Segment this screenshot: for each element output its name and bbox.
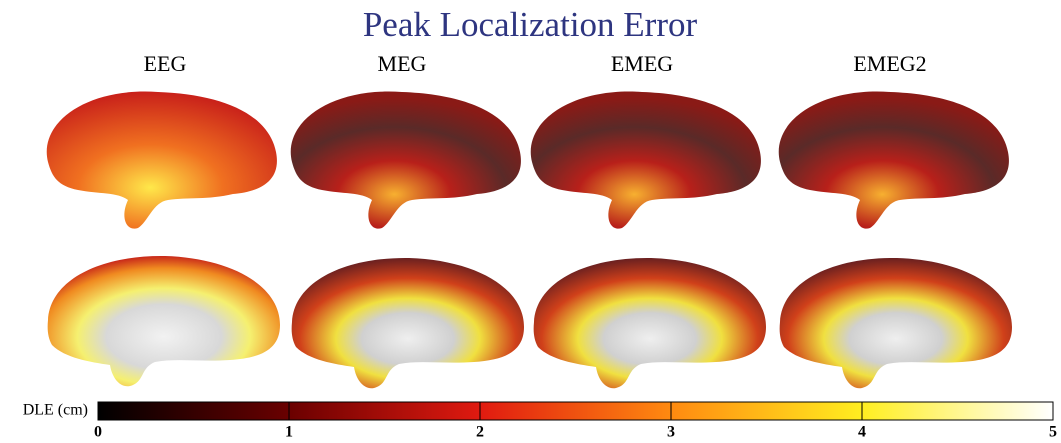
brain-medial xyxy=(292,258,524,388)
brain-lateral xyxy=(779,92,1009,229)
column-label: EMEG2 xyxy=(853,51,926,76)
column-label: EMEG xyxy=(611,51,673,76)
figure: Peak Localization Error EEG MEG EMEG EME… xyxy=(0,0,1061,443)
tick-label: 0 xyxy=(94,424,102,441)
brain-medial xyxy=(780,258,1012,388)
brain-lateral xyxy=(47,92,277,229)
page: {"title": "Peak Localization Error", "co… xyxy=(0,0,1061,443)
tick-label: 5 xyxy=(1049,424,1057,441)
tick-label: 1 xyxy=(285,424,293,441)
colorbar-label: DLE (cm) xyxy=(23,402,88,419)
title: Peak Localization Error xyxy=(363,5,698,44)
column-label: EEG xyxy=(144,51,187,76)
brain-medial xyxy=(534,258,766,388)
brain-medial xyxy=(48,256,280,386)
tick-label: 3 xyxy=(667,424,675,441)
tick-label: 4 xyxy=(858,424,866,441)
brain-lateral xyxy=(291,92,521,229)
brain-lateral xyxy=(531,92,761,229)
colorbar xyxy=(98,402,1053,420)
tick-label: 2 xyxy=(476,424,484,441)
column-label: MEG xyxy=(378,51,427,76)
